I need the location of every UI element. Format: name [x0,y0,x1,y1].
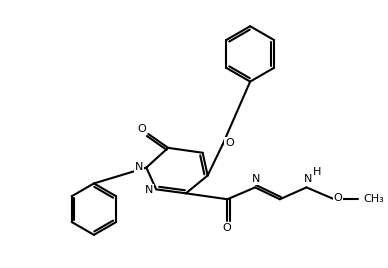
Text: O: O [225,138,234,148]
Text: N: N [304,174,313,184]
Text: N: N [252,174,260,184]
Text: O: O [137,124,146,134]
Text: O: O [334,193,343,203]
Text: O: O [222,223,231,233]
Text: N: N [145,185,154,195]
Text: CH₃: CH₃ [364,194,385,204]
Text: H: H [313,167,322,177]
Text: N: N [135,162,144,172]
